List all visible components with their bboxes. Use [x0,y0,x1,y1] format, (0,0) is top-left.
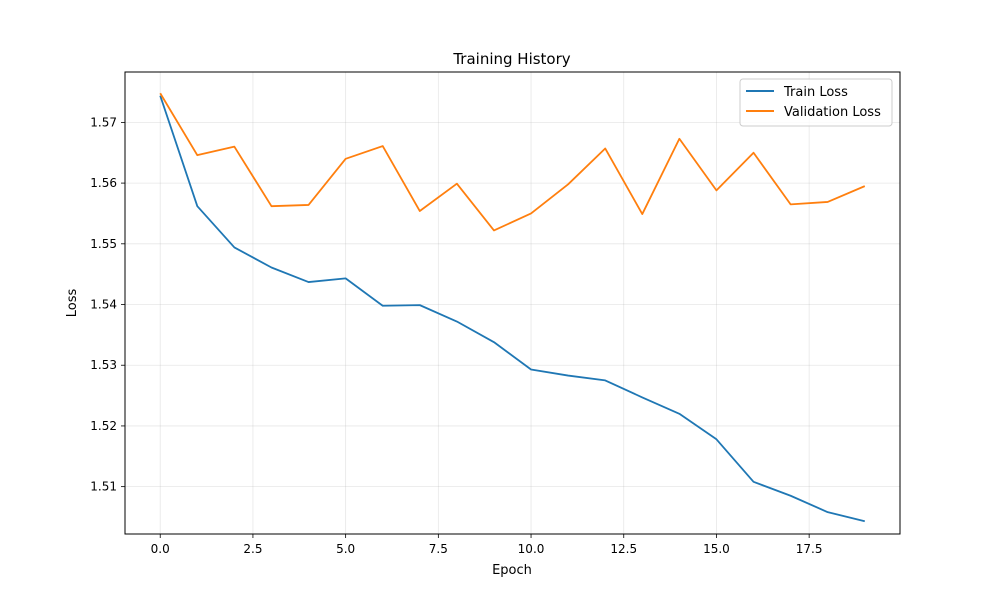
x-tick-label: 0.0 [151,542,170,556]
legend-label-train-loss: Train Loss [783,85,848,100]
series-line-validation-loss [159,92,866,232]
y-tick-label: 1.55 [90,237,117,251]
y-tick-label: 1.51 [90,480,117,494]
x-tick-label: 7.5 [429,542,448,556]
x-tick-label: 10.0 [518,542,545,556]
y-tick-label: 1.54 [90,298,117,312]
x-tick-label: 17.5 [796,542,823,556]
x-tick-label: 5.0 [336,542,355,556]
chart-title: Training History [452,50,570,68]
grid [125,72,900,534]
y-tick-label: 1.52 [90,419,117,433]
y-tick-label: 1.56 [90,176,117,190]
x-axis-ticks: 0.0 2.5 5.0 7.5 10.0 12.5 15.0 17.5 [151,534,823,556]
legend-label-validation-loss: Validation Loss [784,105,881,120]
x-tick-label: 12.5 [610,542,637,556]
legend-box [739,78,893,127]
legend: Train Loss Validation Loss [739,78,893,127]
y-axis-label: Loss [65,289,80,318]
x-tick-label: 2.5 [243,542,262,556]
y-tick-label: 1.53 [90,358,117,372]
series-line-train-loss [159,95,865,523]
y-axis-ticks: 1.51 1.52 1.53 1.54 1.55 1.56 1.57 [90,115,125,494]
plot-frame [124,71,901,535]
y-tick-label: 1.57 [90,115,117,129]
x-tick-label: 15.0 [703,542,730,556]
x-axis-label: Epoch [492,563,532,578]
series-lines [159,92,866,523]
